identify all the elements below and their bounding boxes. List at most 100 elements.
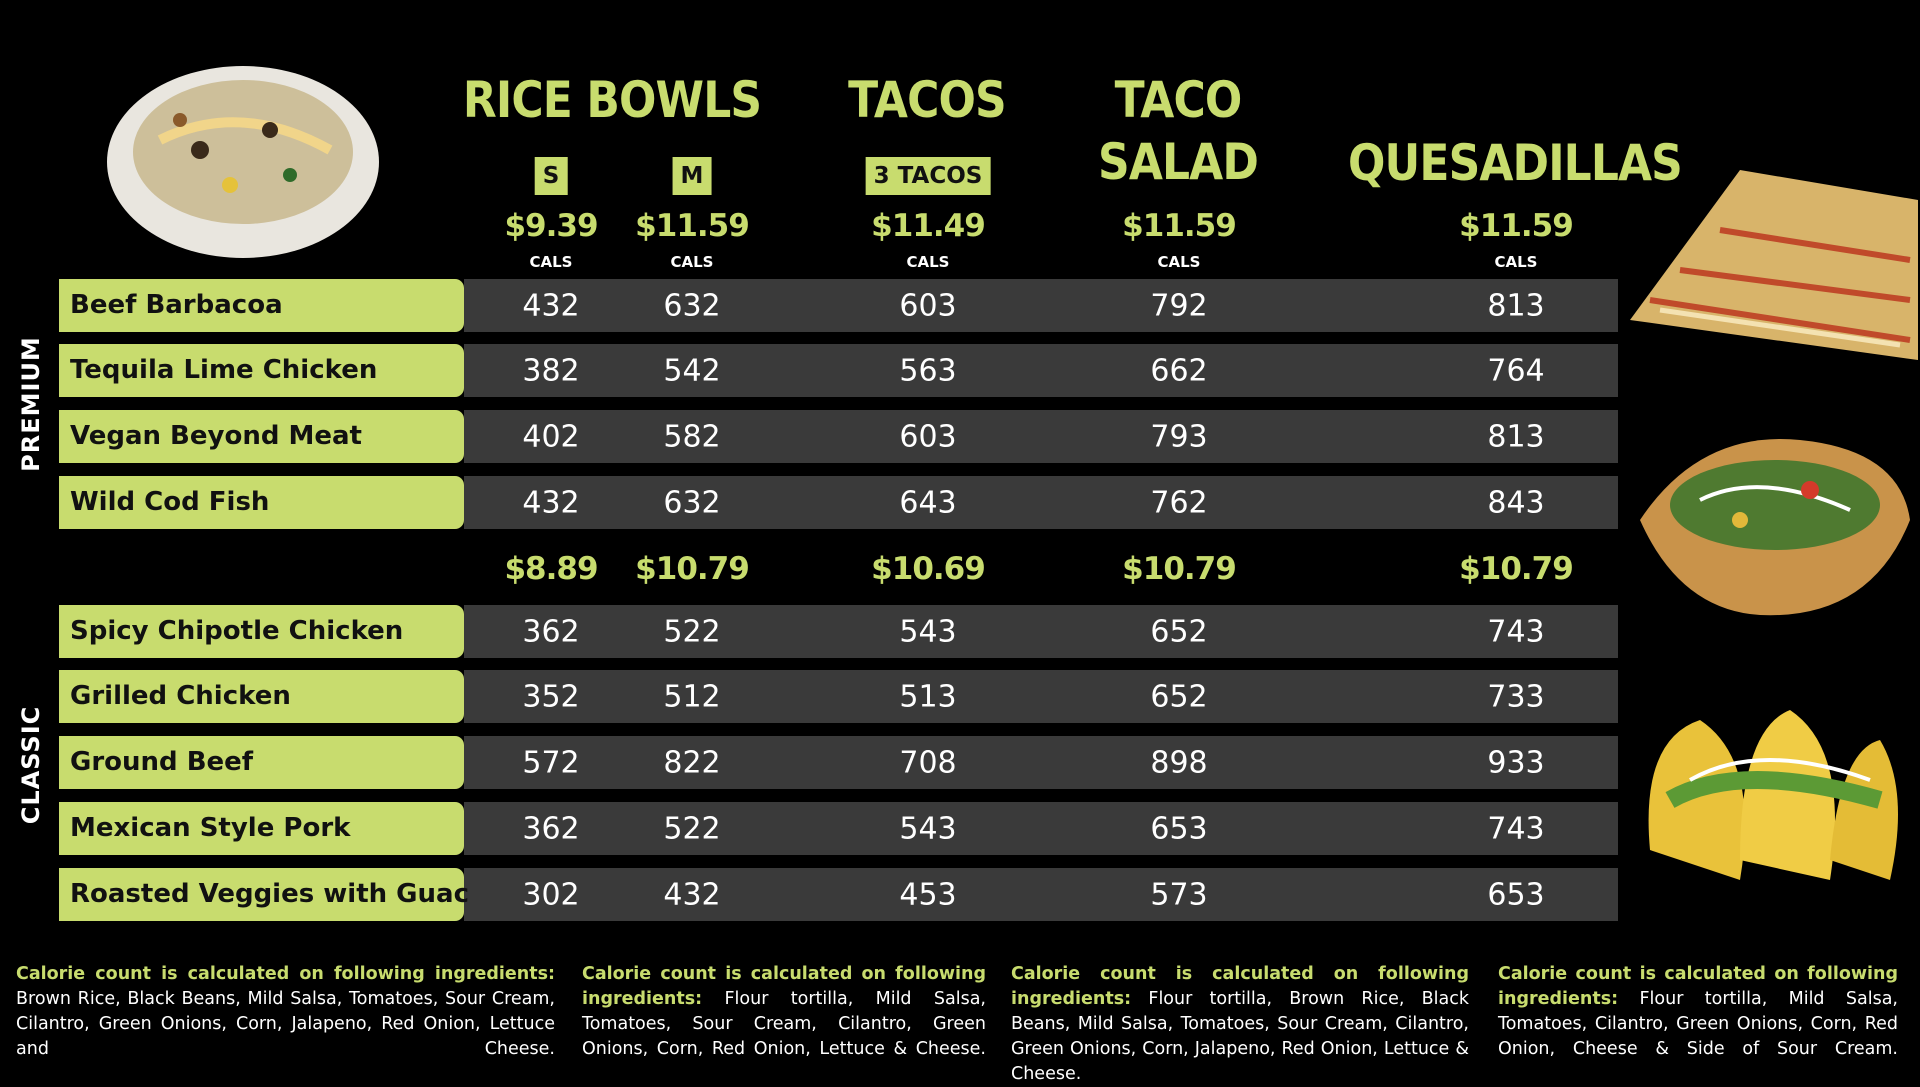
calorie-value: 543	[899, 614, 957, 650]
note-lead: Calorie count is calculated on following…	[16, 964, 555, 984]
note-text: Flour tortilla, Mild Salsa, Tomatoes, Ci…	[1498, 989, 1898, 1059]
calorie-value: 543	[899, 811, 957, 847]
row-bar	[464, 802, 1618, 855]
size-badge: M	[672, 157, 712, 195]
row-bar	[464, 410, 1618, 463]
calorie-value: 653	[1150, 811, 1208, 847]
tacos-image	[1648, 710, 1898, 880]
note-lead: Calorie count is calculated on following…	[1011, 964, 1469, 1009]
column-header: TACOS	[848, 71, 1007, 129]
price: $10.69	[871, 551, 986, 587]
price: $10.79	[1122, 551, 1237, 587]
item-name: Vegan Beyond Meat	[59, 410, 464, 463]
item-name: Wild Cod Fish	[59, 476, 464, 529]
row-bar	[464, 279, 1618, 332]
row-bar	[464, 868, 1618, 921]
calorie-value: 733	[1487, 679, 1545, 715]
calorie-note: Calorie count is calculated on following…	[582, 962, 986, 1062]
calorie-note: Calorie count is calculated on following…	[16, 962, 555, 1062]
calorie-value: 573	[1150, 877, 1208, 913]
column-header: RICE BOWLS	[462, 71, 762, 129]
calorie-value: 522	[663, 811, 721, 847]
price: $8.89	[504, 551, 598, 587]
calorie-value: 813	[1487, 288, 1545, 324]
note-text: Flour tortilla, Brown Rice, Black Beans,…	[1011, 989, 1469, 1084]
calorie-value: 432	[663, 877, 721, 913]
calorie-value: 843	[1487, 485, 1545, 521]
note-lead: Calorie count is calculated on following…	[582, 964, 986, 1009]
section-label: CLASSIC	[17, 705, 45, 825]
item-name: Roasted Veggies with Guac	[59, 868, 469, 921]
calorie-value: 572	[522, 745, 580, 781]
price: $11.59	[635, 208, 750, 244]
column-header: TACO SALAD	[1098, 71, 1259, 191]
calorie-value: 898	[1150, 745, 1208, 781]
note-text: Flour tortilla, Mild Salsa, Tomatoes, So…	[582, 989, 986, 1059]
calorie-note: Calorie count is calculated on following…	[1498, 962, 1898, 1062]
cals-label: CALS	[670, 253, 714, 271]
item-name: Tequila Lime Chicken	[59, 344, 464, 397]
calorie-value: 453	[899, 877, 957, 913]
price: $10.79	[635, 551, 750, 587]
calorie-value: 764	[1487, 353, 1545, 389]
size-badge: 3 TACOS	[865, 157, 991, 195]
calorie-value: 652	[1150, 614, 1208, 650]
calorie-value: 933	[1487, 745, 1545, 781]
item-name: Spicy Chipotle Chicken	[59, 605, 464, 658]
price: $9.39	[504, 208, 598, 244]
calorie-value: 352	[522, 679, 580, 715]
calorie-value: 382	[522, 353, 580, 389]
calorie-value: 813	[1487, 419, 1545, 455]
calorie-value: 432	[522, 288, 580, 324]
calorie-value: 792	[1150, 288, 1208, 324]
item-name: Grilled Chicken	[59, 670, 464, 723]
note-lead: Calorie count is calculated on following…	[1498, 964, 1898, 1009]
calorie-value: 603	[899, 419, 957, 455]
calorie-value: 582	[663, 419, 721, 455]
row-bar	[464, 476, 1618, 529]
calorie-note: Calorie count is calculated on following…	[1011, 962, 1469, 1087]
row-bar	[464, 736, 1618, 789]
note-text: Brown Rice, Black Beans, Mild Salsa, Tom…	[16, 989, 555, 1059]
calorie-value: 762	[1150, 485, 1208, 521]
calorie-value: 522	[663, 614, 721, 650]
calorie-value: 793	[1150, 419, 1208, 455]
calorie-value: 362	[522, 811, 580, 847]
calorie-value: 432	[522, 485, 580, 521]
price: $10.79	[1459, 551, 1574, 587]
calorie-value: 653	[1487, 877, 1545, 913]
item-name: Ground Beef	[59, 736, 464, 789]
calorie-value: 743	[1487, 614, 1545, 650]
rice-bowl-image	[107, 66, 379, 258]
quesadilla-image	[1630, 170, 1918, 360]
calorie-value: 512	[663, 679, 721, 715]
section-label: PREMIUM	[17, 336, 45, 472]
row-bar	[464, 605, 1618, 658]
size-badge: S	[534, 157, 568, 195]
calorie-value: 662	[1150, 353, 1208, 389]
calorie-value: 302	[522, 877, 580, 913]
price: $11.49	[871, 208, 986, 244]
cals-label: CALS	[906, 253, 950, 271]
column-header: QUESADILLAS	[1348, 134, 1683, 192]
calorie-value: 652	[1150, 679, 1208, 715]
calorie-value: 603	[899, 288, 957, 324]
row-bar	[464, 670, 1618, 723]
calorie-value: 743	[1487, 811, 1545, 847]
calorie-value: 513	[899, 679, 957, 715]
taco-salad-image	[1640, 439, 1910, 616]
calorie-value: 402	[522, 419, 580, 455]
item-name: Beef Barbacoa	[59, 279, 464, 332]
calorie-value: 563	[899, 353, 957, 389]
cals-label: CALS	[1494, 253, 1538, 271]
price: $11.59	[1459, 208, 1574, 244]
price: $11.59	[1122, 208, 1237, 244]
row-bar	[464, 344, 1618, 397]
calorie-value: 632	[663, 288, 721, 324]
cals-label: CALS	[529, 253, 573, 271]
item-name: Mexican Style Pork	[59, 802, 464, 855]
calorie-value: 708	[899, 745, 957, 781]
cals-label: CALS	[1157, 253, 1201, 271]
